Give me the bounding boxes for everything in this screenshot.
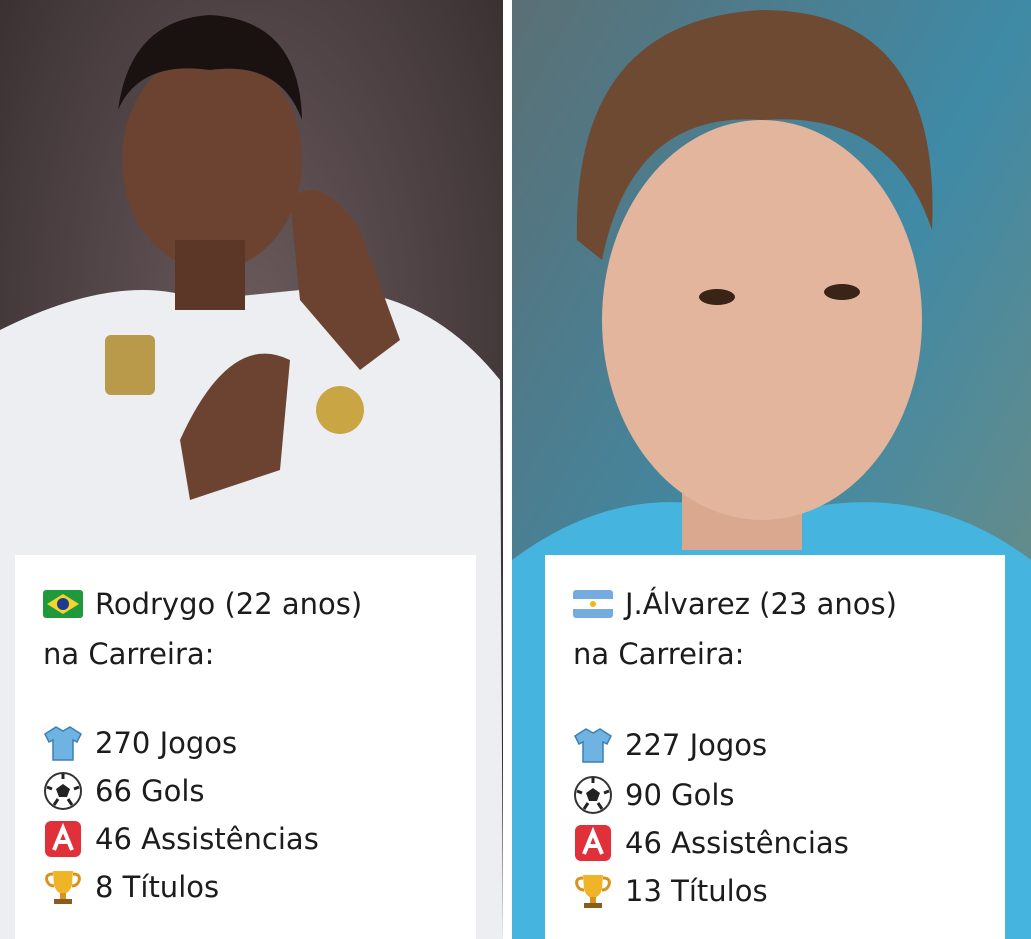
flag-icon bbox=[43, 590, 83, 618]
text: 66 Gols bbox=[95, 774, 205, 808]
text: 8 Títulos bbox=[95, 870, 220, 904]
text: na Carreira: bbox=[573, 637, 745, 671]
text-line: 66 Gols bbox=[43, 771, 205, 811]
text-line: 270 Jogos bbox=[43, 723, 237, 763]
text: 270 Jogos bbox=[95, 726, 238, 760]
text-line: 227 Jogos bbox=[573, 725, 767, 765]
text-line: Rodrygo (22 anos) bbox=[43, 587, 362, 621]
stats-card: J.Álvarez (23 anos) na Carreira: 227 Jogos… bbox=[545, 555, 1005, 939]
text-line: 46 Assistências bbox=[573, 823, 849, 863]
text-line: J.Álvarez (23 anos) bbox=[573, 587, 897, 621]
text: J.Álvarez (23 anos) bbox=[625, 587, 897, 621]
stats-card: Rodrygo (22 anos) na Carreira: 270 Jogos 66… bbox=[15, 555, 476, 939]
ball-icon bbox=[44, 772, 82, 810]
text-line: 46 Assistências bbox=[43, 819, 319, 859]
text: 46 Assistências bbox=[95, 822, 319, 856]
text-line: 13 Títulos bbox=[573, 871, 768, 911]
ball-icon bbox=[574, 776, 612, 814]
shirt-icon bbox=[574, 728, 612, 763]
text: 46 Assistências bbox=[625, 826, 849, 860]
text-line: 8 Títulos bbox=[43, 867, 219, 907]
trophy-icon bbox=[575, 875, 611, 908]
text-line: na Carreira: bbox=[43, 637, 214, 671]
text-line: 90 Gols bbox=[573, 775, 735, 815]
text: 90 Gols bbox=[625, 778, 735, 812]
text: 13 Títulos bbox=[625, 874, 768, 908]
shirt-icon bbox=[44, 726, 82, 761]
trophy-icon bbox=[45, 871, 81, 904]
flag-icon bbox=[573, 590, 613, 618]
a-button-icon bbox=[45, 821, 81, 857]
text: Rodrygo (22 anos) bbox=[95, 587, 363, 621]
text-line: na Carreira: bbox=[573, 637, 744, 671]
text: na Carreira: bbox=[43, 637, 215, 671]
text: 227 Jogos bbox=[625, 728, 768, 762]
a-button-icon bbox=[575, 825, 611, 861]
